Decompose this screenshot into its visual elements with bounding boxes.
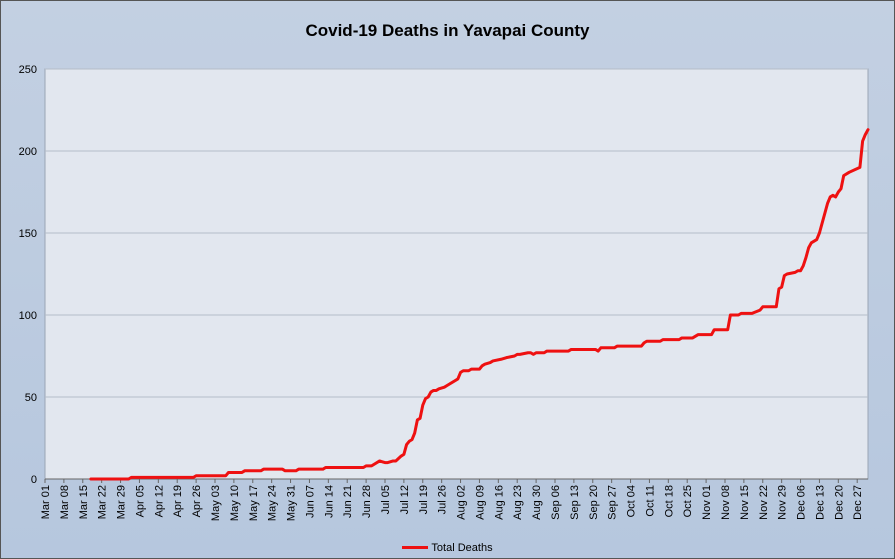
x-tick-label: Sep 06 bbox=[550, 485, 562, 520]
legend-label: Total Deaths bbox=[431, 542, 493, 554]
x-tick-label: Dec 06 bbox=[796, 485, 808, 520]
x-tick-label: Jul 05 bbox=[380, 485, 392, 514]
x-tick-label: Apr 05 bbox=[134, 485, 146, 517]
y-tick-label: 200 bbox=[19, 146, 37, 158]
legend: Total Deaths bbox=[1, 542, 894, 554]
x-tick-label: Sep 20 bbox=[588, 485, 600, 520]
x-tick-label: Jun 21 bbox=[342, 485, 354, 518]
y-tick-label: 100 bbox=[19, 310, 37, 322]
x-tick-label: Sep 13 bbox=[569, 485, 581, 520]
legend-swatch bbox=[402, 545, 429, 549]
x-tick-label: Nov 22 bbox=[758, 485, 770, 520]
x-tick-label: Apr 19 bbox=[172, 485, 184, 517]
x-tick-label: Apr 12 bbox=[153, 485, 165, 517]
x-tick-label: Jun 28 bbox=[361, 485, 373, 518]
y-tick-label: 50 bbox=[25, 392, 37, 404]
x-tick-label: Dec 27 bbox=[852, 485, 864, 520]
x-tick-label: May 10 bbox=[229, 485, 241, 521]
x-tick-label: May 17 bbox=[248, 485, 260, 521]
x-tick-label: Nov 29 bbox=[777, 485, 789, 520]
x-tick-label: Sep 27 bbox=[607, 485, 619, 520]
x-tick-label: Dec 13 bbox=[814, 485, 826, 520]
x-tick-label: Oct 18 bbox=[663, 485, 675, 517]
x-tick-label: Aug 30 bbox=[531, 485, 543, 520]
x-tick-label: Aug 09 bbox=[474, 485, 486, 520]
y-tick-label: 150 bbox=[19, 228, 37, 240]
x-tick-label: Mar 08 bbox=[59, 485, 71, 519]
x-tick-label: Mar 15 bbox=[78, 485, 90, 519]
x-tick-label: Nov 15 bbox=[739, 485, 751, 520]
x-tick-label: Jun 14 bbox=[323, 485, 335, 518]
x-tick-label: Dec 20 bbox=[833, 485, 845, 520]
x-tick-label: Mar 29 bbox=[116, 485, 128, 519]
series-line-total-deaths bbox=[89, 128, 870, 481]
x-tick-label: Apr 26 bbox=[191, 485, 203, 517]
x-tick-label: Mar 01 bbox=[40, 485, 52, 519]
y-tick-label: 250 bbox=[19, 64, 37, 76]
x-tick-label: Aug 02 bbox=[456, 485, 468, 520]
x-tick-label: Oct 04 bbox=[626, 485, 638, 517]
x-tick-label: May 24 bbox=[267, 485, 279, 521]
x-tick-label: May 31 bbox=[286, 485, 298, 521]
x-tick-label: Jul 26 bbox=[437, 485, 449, 514]
chart-title: Covid-19 Deaths in Yavapai County bbox=[305, 21, 590, 40]
x-tick-label: Jul 12 bbox=[399, 485, 411, 514]
x-tick-label: Nov 01 bbox=[701, 485, 713, 520]
y-tick-label: 0 bbox=[31, 474, 37, 486]
x-tick-label: Mar 22 bbox=[97, 485, 109, 519]
x-tick-label: Oct 25 bbox=[682, 485, 694, 517]
plot-area bbox=[44, 68, 869, 480]
x-tick-label: Aug 23 bbox=[512, 485, 524, 520]
x-tick-label: Aug 16 bbox=[493, 485, 505, 520]
x-tick-label: Oct 11 bbox=[644, 485, 656, 517]
x-tick-label: May 03 bbox=[210, 485, 222, 521]
x-tick-label: Nov 08 bbox=[720, 485, 732, 520]
x-tick-label: Jun 07 bbox=[304, 485, 316, 518]
x-tick-label: Jul 19 bbox=[418, 485, 430, 514]
